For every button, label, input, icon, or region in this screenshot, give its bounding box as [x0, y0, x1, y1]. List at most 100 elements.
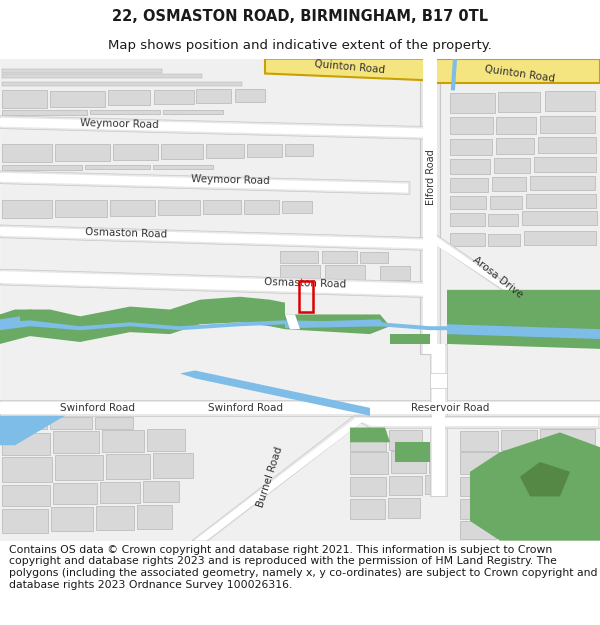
Bar [450, 196, 486, 209]
Bar [96, 506, 134, 530]
Polygon shape [180, 371, 370, 416]
Bar [113, 144, 158, 160]
Bar [499, 520, 532, 538]
Bar [460, 499, 498, 519]
Bar [535, 519, 595, 537]
Polygon shape [432, 344, 445, 496]
Text: 22, OSMASTON ROAD, BIRMINGHAM, B17 0TL: 22, OSMASTON ROAD, BIRMINGHAM, B17 0TL [112, 9, 488, 24]
Polygon shape [395, 442, 430, 462]
Bar [322, 251, 357, 263]
Bar [247, 144, 282, 157]
Polygon shape [430, 234, 550, 319]
Bar [490, 196, 522, 209]
Bar [450, 159, 490, 174]
Bar [53, 431, 99, 453]
Bar [2, 144, 52, 162]
Bar [206, 144, 244, 158]
Polygon shape [432, 236, 548, 316]
Polygon shape [0, 316, 20, 326]
Bar [2, 509, 48, 532]
Text: Elford Road: Elford Road [426, 149, 436, 204]
Polygon shape [192, 416, 370, 541]
Bar [325, 265, 365, 280]
Bar [161, 144, 203, 159]
Bar [95, 417, 133, 429]
Polygon shape [0, 173, 408, 192]
Bar [55, 144, 110, 161]
Bar [55, 455, 103, 479]
Bar [425, 475, 430, 494]
Text: Burnel Road: Burnel Road [256, 445, 284, 508]
Polygon shape [423, 59, 437, 354]
Text: Weymoor Road: Weymoor Road [191, 174, 269, 186]
Bar [90, 110, 160, 114]
Polygon shape [0, 116, 430, 139]
Bar [450, 117, 493, 134]
Polygon shape [430, 374, 447, 388]
Text: Swinford Road: Swinford Road [208, 403, 283, 413]
Bar [154, 90, 194, 104]
Bar [2, 74, 202, 78]
Bar [534, 157, 596, 172]
Polygon shape [350, 428, 390, 442]
Bar [50, 91, 105, 107]
Text: Contains OS data © Crown copyright and database right 2021. This information is : Contains OS data © Crown copyright and d… [9, 545, 598, 589]
Bar [389, 476, 422, 496]
Polygon shape [0, 118, 428, 138]
Bar [53, 482, 97, 504]
Bar [85, 165, 150, 169]
Polygon shape [0, 402, 600, 414]
Bar [350, 452, 388, 474]
Bar [450, 213, 485, 226]
Bar [110, 201, 155, 216]
Polygon shape [0, 225, 430, 251]
Bar [299, 281, 313, 312]
Text: Map shows position and indicative extent of the property.: Map shows position and indicative extent… [108, 39, 492, 52]
Bar [350, 499, 385, 519]
Bar [2, 457, 52, 482]
Polygon shape [285, 319, 385, 328]
Bar [2, 90, 47, 108]
Bar [203, 201, 241, 214]
Bar [280, 251, 318, 263]
Polygon shape [285, 314, 390, 334]
Bar [460, 431, 498, 451]
Bar [540, 429, 595, 449]
Bar [498, 92, 540, 112]
Polygon shape [0, 271, 428, 296]
Polygon shape [390, 334, 430, 344]
Bar [380, 266, 410, 280]
Bar [460, 452, 500, 474]
Bar [460, 521, 496, 539]
Bar [501, 431, 537, 450]
Bar [539, 498, 594, 517]
Bar [391, 451, 426, 472]
Bar [153, 165, 213, 169]
Text: Weymoor Road: Weymoor Road [80, 118, 159, 129]
Text: Quinton Road: Quinton Road [314, 59, 386, 74]
Bar [488, 234, 520, 246]
Polygon shape [352, 418, 598, 426]
Bar [55, 201, 107, 217]
Bar [496, 117, 536, 134]
Bar [389, 431, 422, 450]
Bar [280, 265, 320, 280]
Polygon shape [265, 59, 430, 81]
Bar [544, 475, 594, 494]
Bar [196, 89, 231, 103]
Polygon shape [0, 297, 285, 344]
Bar [244, 201, 279, 214]
Bar [106, 454, 150, 479]
Bar [526, 194, 596, 208]
Bar [503, 476, 541, 496]
Bar [147, 429, 185, 451]
Bar [388, 498, 420, 518]
Bar [496, 138, 534, 154]
Polygon shape [447, 290, 600, 349]
Polygon shape [447, 324, 600, 339]
Bar [450, 139, 492, 155]
Bar [102, 431, 144, 452]
Polygon shape [0, 269, 430, 298]
Bar [494, 158, 530, 173]
Bar [545, 91, 595, 111]
